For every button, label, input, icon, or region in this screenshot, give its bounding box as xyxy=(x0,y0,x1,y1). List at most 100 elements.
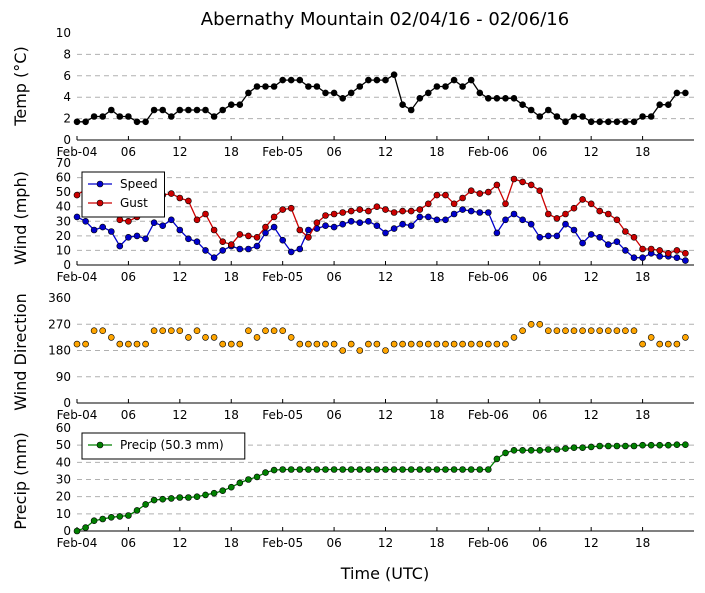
direction-data-point xyxy=(356,347,364,354)
direction-data-point xyxy=(562,327,569,335)
wind-data-point xyxy=(604,210,612,218)
wind-data-point xyxy=(510,175,518,183)
legend-marker xyxy=(96,441,104,449)
direction-data-point xyxy=(424,340,432,348)
direction-data-point xyxy=(656,340,664,348)
precip-data-point xyxy=(484,466,492,473)
direction-data-point xyxy=(664,340,672,348)
x-tick-label: Feb-06 xyxy=(468,145,509,159)
wind-data-point xyxy=(510,210,518,218)
temp-data-point xyxy=(424,89,432,97)
precip-data-point xyxy=(279,466,287,473)
wind-data-point xyxy=(484,209,492,216)
wind-data-point xyxy=(210,254,218,262)
direction-data-point xyxy=(90,327,98,335)
precip-data-point xyxy=(365,466,372,473)
temp-data-point xyxy=(287,76,295,84)
direction-data-point xyxy=(553,327,561,335)
temp-data-point xyxy=(356,83,364,90)
wind-data-point xyxy=(185,197,192,205)
x-tick-label: 06 xyxy=(326,408,341,422)
temp-series-line xyxy=(77,73,686,123)
y-tick-label: 60 xyxy=(56,171,71,185)
direction-data-point xyxy=(647,334,655,341)
precip-data-point xyxy=(562,445,569,452)
direction-data-point xyxy=(596,327,604,335)
temp-data-point xyxy=(570,113,578,120)
wind-data-point xyxy=(322,212,329,219)
y-tick-label: 50 xyxy=(56,438,71,452)
direction-data-point xyxy=(253,334,261,341)
direction-data-point xyxy=(287,334,295,341)
temp-data-point xyxy=(210,113,218,120)
wind-data-point xyxy=(467,207,475,215)
x-tick-label: Feb-05 xyxy=(262,145,303,159)
temp-data-point xyxy=(493,95,501,102)
legend-box xyxy=(81,432,246,460)
temp-data-point xyxy=(433,83,441,90)
direction-data-point xyxy=(339,347,347,354)
y-tick-label: 0 xyxy=(63,258,71,272)
wind-data-point xyxy=(253,234,261,241)
direction-data-point xyxy=(433,340,441,348)
direction-data-point xyxy=(279,327,287,335)
temp-data-point xyxy=(133,118,141,126)
wind-data-point xyxy=(270,213,278,221)
wind-data-point xyxy=(502,200,509,208)
y-tick-label: 70 xyxy=(56,156,71,170)
wind-data-point xyxy=(596,207,604,215)
direction-data-point xyxy=(673,340,681,348)
precip-data-point xyxy=(73,527,81,535)
y-tick-label: 2 xyxy=(63,112,71,126)
wind-data-point xyxy=(330,210,338,218)
wind-data-point xyxy=(90,226,98,234)
y-axis-label: Wind Direction xyxy=(11,293,30,411)
wind-data-point xyxy=(356,219,364,226)
temp-data-point xyxy=(159,106,166,114)
temp-data-point xyxy=(193,106,201,114)
wind-data-point xyxy=(133,232,141,240)
wind-data-point xyxy=(622,228,629,235)
precip-data-point xyxy=(159,495,166,503)
precip-data-point xyxy=(90,517,98,525)
precip-data-point xyxy=(467,466,475,473)
wind-data-point xyxy=(193,238,201,245)
direction-data-point xyxy=(270,327,278,335)
precip-data-point xyxy=(185,494,192,501)
wind-data-point xyxy=(116,216,124,224)
temp-data-point xyxy=(510,95,518,102)
direction-data-point xyxy=(373,340,381,348)
precip-data-point xyxy=(219,487,226,495)
x-tick-label: 06 xyxy=(532,408,547,422)
direction-data-point xyxy=(219,340,226,348)
wind-data-point xyxy=(142,235,149,243)
y-tick-label: 0 xyxy=(63,133,71,147)
x-tick-label: Feb-05 xyxy=(262,408,303,422)
precip-data-point xyxy=(664,441,672,449)
precip-data-point xyxy=(604,442,612,450)
chart-title: Abernathy Mountain 02/04/16 - 02/06/16 xyxy=(201,9,569,30)
temp-data-point xyxy=(450,76,458,84)
wind-data-point xyxy=(330,223,338,231)
direction-data-point xyxy=(193,327,201,335)
precip-data-point xyxy=(262,469,269,476)
wind-data-point xyxy=(527,220,535,228)
temp-data-point xyxy=(253,83,261,90)
temp-data-point xyxy=(339,95,347,102)
precip-data-point xyxy=(322,466,329,473)
x-tick-label: Feb-04 xyxy=(57,408,98,422)
wind-data-point xyxy=(347,218,355,225)
wind-data-point xyxy=(279,236,287,244)
legend-box xyxy=(81,171,165,218)
precip-data-point xyxy=(656,441,664,449)
x-tick-label: Feb-05 xyxy=(262,270,303,284)
x-tick-label: 06 xyxy=(326,270,341,284)
x-tick-label: 12 xyxy=(378,145,393,159)
wind-data-point xyxy=(108,228,115,235)
wind-data-point xyxy=(365,218,372,225)
wind-data-point xyxy=(562,220,569,228)
temp-data-point xyxy=(639,113,646,120)
precip-data-point xyxy=(442,466,449,473)
direction-data-point xyxy=(73,340,81,348)
wind-data-point xyxy=(176,194,184,202)
